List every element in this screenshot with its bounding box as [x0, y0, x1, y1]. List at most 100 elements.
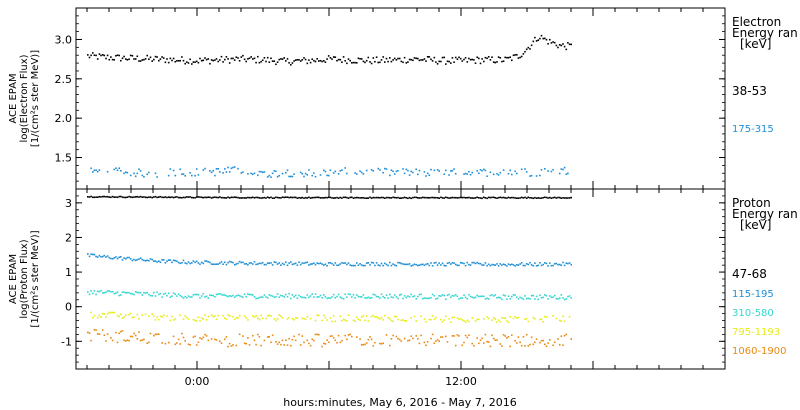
- data-point: [171, 295, 173, 297]
- data-point: [156, 176, 158, 178]
- data-point: [428, 318, 431, 321]
- data-point: [228, 295, 231, 297]
- data-point: [479, 169, 482, 171]
- data-point: [233, 296, 236, 298]
- data-point: [172, 292, 175, 294]
- data-point: [207, 261, 210, 263]
- data-point: [166, 196, 168, 199]
- data-point: [430, 58, 432, 61]
- data-point: [346, 320, 348, 322]
- data-point: [344, 262, 346, 264]
- data-point: [191, 174, 193, 177]
- data-point: [316, 262, 318, 264]
- data-point: [443, 173, 445, 175]
- data-point: [110, 337, 112, 339]
- data-point: [362, 264, 365, 267]
- data-point: [496, 263, 498, 265]
- data-point: [499, 320, 502, 323]
- data-point: [159, 195, 162, 198]
- data-point: [143, 196, 145, 198]
- data-point: [456, 317, 459, 319]
- data-point: [461, 60, 464, 62]
- data-point: [146, 259, 148, 262]
- data-point: [421, 59, 424, 61]
- series-1060-1900: [87, 329, 572, 348]
- data-point: [430, 196, 432, 199]
- data-point: [96, 256, 99, 258]
- data-point: [534, 341, 536, 344]
- data-point: [425, 297, 427, 300]
- data-point: [153, 291, 155, 294]
- data-point: [243, 197, 246, 199]
- data-point: [555, 317, 558, 320]
- data-point: [412, 59, 414, 62]
- data-point: [123, 196, 125, 199]
- data-point: [313, 172, 315, 174]
- data-point: [139, 291, 142, 294]
- data-point: [261, 261, 264, 264]
- legend-entry: 115-195: [732, 289, 774, 300]
- data-point: [174, 196, 177, 198]
- data-point: [426, 263, 429, 265]
- data-point: [336, 59, 338, 62]
- data-point: [245, 342, 247, 345]
- data-point: [126, 291, 129, 294]
- data-point: [184, 340, 186, 342]
- data-point: [433, 294, 436, 297]
- data-point: [448, 261, 450, 264]
- data-point: [484, 333, 487, 336]
- data-point: [263, 196, 266, 199]
- data-point: [359, 170, 361, 172]
- data-point: [217, 293, 219, 295]
- data-point: [92, 253, 94, 256]
- data-point: [563, 298, 566, 301]
- data-point: [379, 61, 381, 64]
- data-point: [151, 196, 153, 199]
- data-point: [331, 262, 333, 265]
- data-point: [88, 332, 91, 334]
- data-point: [512, 264, 515, 266]
- data-point: [301, 172, 304, 175]
- data-point: [331, 58, 333, 60]
- data-point: [379, 297, 381, 299]
- data-point: [280, 197, 282, 199]
- data-point: [364, 297, 366, 299]
- data-point: [281, 262, 284, 265]
- data-point: [205, 260, 208, 262]
- data-point: [481, 295, 483, 298]
- data-point: [220, 196, 223, 199]
- data-point: [294, 262, 297, 265]
- data-point: [532, 343, 535, 346]
- data-point: [120, 330, 122, 333]
- data-point: [448, 174, 450, 176]
- data-point: [369, 196, 371, 199]
- data-point: [407, 197, 409, 200]
- data-point: [478, 57, 480, 60]
- data-point: [186, 296, 188, 299]
- data-point: [487, 263, 490, 266]
- data-point: [220, 55, 223, 58]
- data-point: [288, 337, 290, 340]
- data-point: [141, 174, 144, 177]
- data-point: [141, 196, 144, 198]
- series-38-53: [87, 34, 572, 66]
- data-point: [139, 170, 142, 172]
- data-point: [202, 262, 205, 265]
- data-point: [471, 197, 473, 199]
- data-point: [552, 196, 554, 199]
- data-point: [413, 295, 416, 297]
- data-point: [275, 261, 277, 264]
- data-point: [497, 319, 500, 321]
- data-point: [562, 261, 564, 264]
- data-point: [197, 196, 200, 198]
- data-point: [357, 57, 360, 60]
- data-point: [298, 333, 300, 336]
- data-point: [113, 196, 115, 198]
- data-point: [389, 57, 391, 59]
- data-point: [464, 334, 467, 337]
- data-point: [146, 173, 148, 176]
- data-point: [563, 45, 566, 48]
- data-point: [167, 292, 170, 295]
- data-point: [451, 335, 454, 337]
- data-point: [139, 257, 142, 259]
